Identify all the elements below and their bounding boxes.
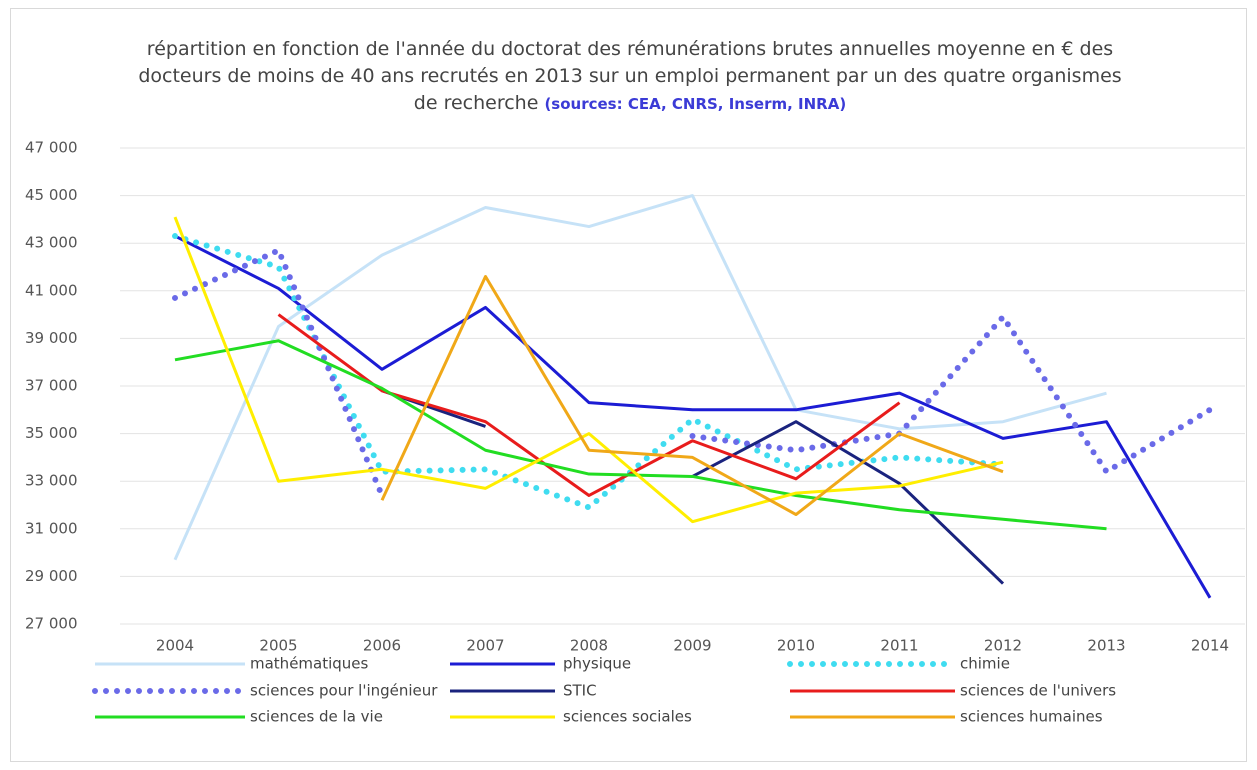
series-line <box>172 247 1213 499</box>
x-tick-label: 2004 <box>156 637 194 655</box>
legend-label: sciences pour l'ingénieur <box>250 682 438 700</box>
x-tick-label: 2008 <box>570 637 608 655</box>
x-tick-label: 2010 <box>777 637 815 655</box>
series-line <box>277 313 901 497</box>
legend-label: physique <box>563 655 631 673</box>
legend-label: mathématiques <box>250 655 369 673</box>
title-text: répartition en fonction de l'année du do… <box>138 38 1122 114</box>
x-tick-label: 2006 <box>363 637 401 655</box>
legend-label: sciences sociales <box>563 708 692 726</box>
y-tick-label: 41 000 <box>25 281 78 299</box>
y-tick-label: 43 000 <box>25 234 78 252</box>
y-tick-label: 29 000 <box>25 567 78 585</box>
x-tick-label: 2013 <box>1087 637 1125 655</box>
legend-label: sciences de la vie <box>250 708 383 726</box>
x-tick-label: 2007 <box>466 637 504 655</box>
x-tick-label: 2012 <box>984 637 1022 655</box>
series-line <box>172 233 1006 511</box>
y-tick-label: 47 000 <box>25 139 78 157</box>
y-tick-label: 39 000 <box>25 329 78 347</box>
series-line <box>173 216 1004 524</box>
legend-label: chimie <box>960 655 1010 673</box>
y-tick-label: 37 000 <box>25 377 78 395</box>
chart-frame <box>10 8 1247 762</box>
series-line <box>174 339 1107 531</box>
x-tick-label: 2005 <box>259 637 297 655</box>
series-line <box>174 234 1212 599</box>
series-line <box>173 194 1107 561</box>
legend-label: sciences humaines <box>960 708 1103 726</box>
y-tick-label: 35 000 <box>25 424 78 442</box>
y-tick-label: 45 000 <box>25 186 78 204</box>
series-line <box>380 275 1004 517</box>
x-tick-label: 2014 <box>1191 637 1229 655</box>
subtitle: (sources: CEA, CNRS, Inserm, INRA) <box>544 95 847 113</box>
legend-label: sciences de l'univers <box>960 682 1116 700</box>
x-tick-label: 2009 <box>673 637 711 655</box>
y-tick-label: 27 000 <box>25 615 78 633</box>
x-tick-label: 2011 <box>880 637 918 655</box>
legend-label: STIC <box>563 682 597 700</box>
y-tick-label: 31 000 <box>25 519 78 537</box>
y-tick-label: 33 000 <box>25 472 78 490</box>
chart-title: répartition en fonction de l'année du do… <box>130 36 1130 118</box>
